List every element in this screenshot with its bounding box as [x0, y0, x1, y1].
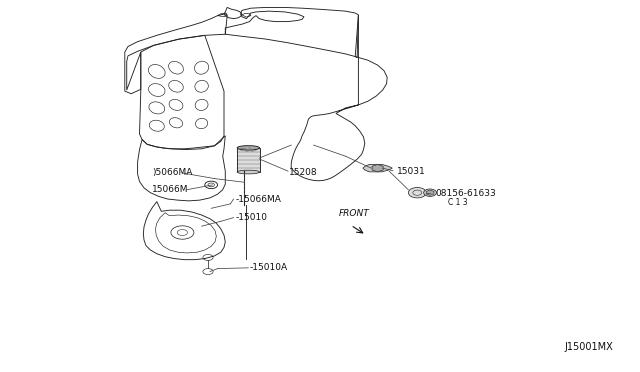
Text: -15066MA: -15066MA: [236, 195, 282, 203]
Text: -15010: -15010: [236, 213, 268, 222]
Text: 15031: 15031: [397, 167, 426, 176]
Text: FRONT: FRONT: [339, 209, 370, 218]
Text: 08156-61633: 08156-61633: [435, 189, 496, 198]
Circle shape: [408, 187, 426, 198]
Polygon shape: [363, 164, 392, 172]
Circle shape: [424, 189, 436, 196]
Ellipse shape: [237, 146, 260, 150]
Ellipse shape: [237, 170, 260, 174]
Bar: [237, 148, 260, 172]
Text: -15010A: -15010A: [250, 263, 288, 272]
Text: 15208: 15208: [289, 169, 318, 177]
Text: J15001MX: J15001MX: [564, 341, 613, 352]
Text: )5066MA: )5066MA: [152, 169, 193, 177]
Text: C 1 3: C 1 3: [448, 198, 468, 207]
Text: 15066M: 15066M: [152, 185, 189, 194]
